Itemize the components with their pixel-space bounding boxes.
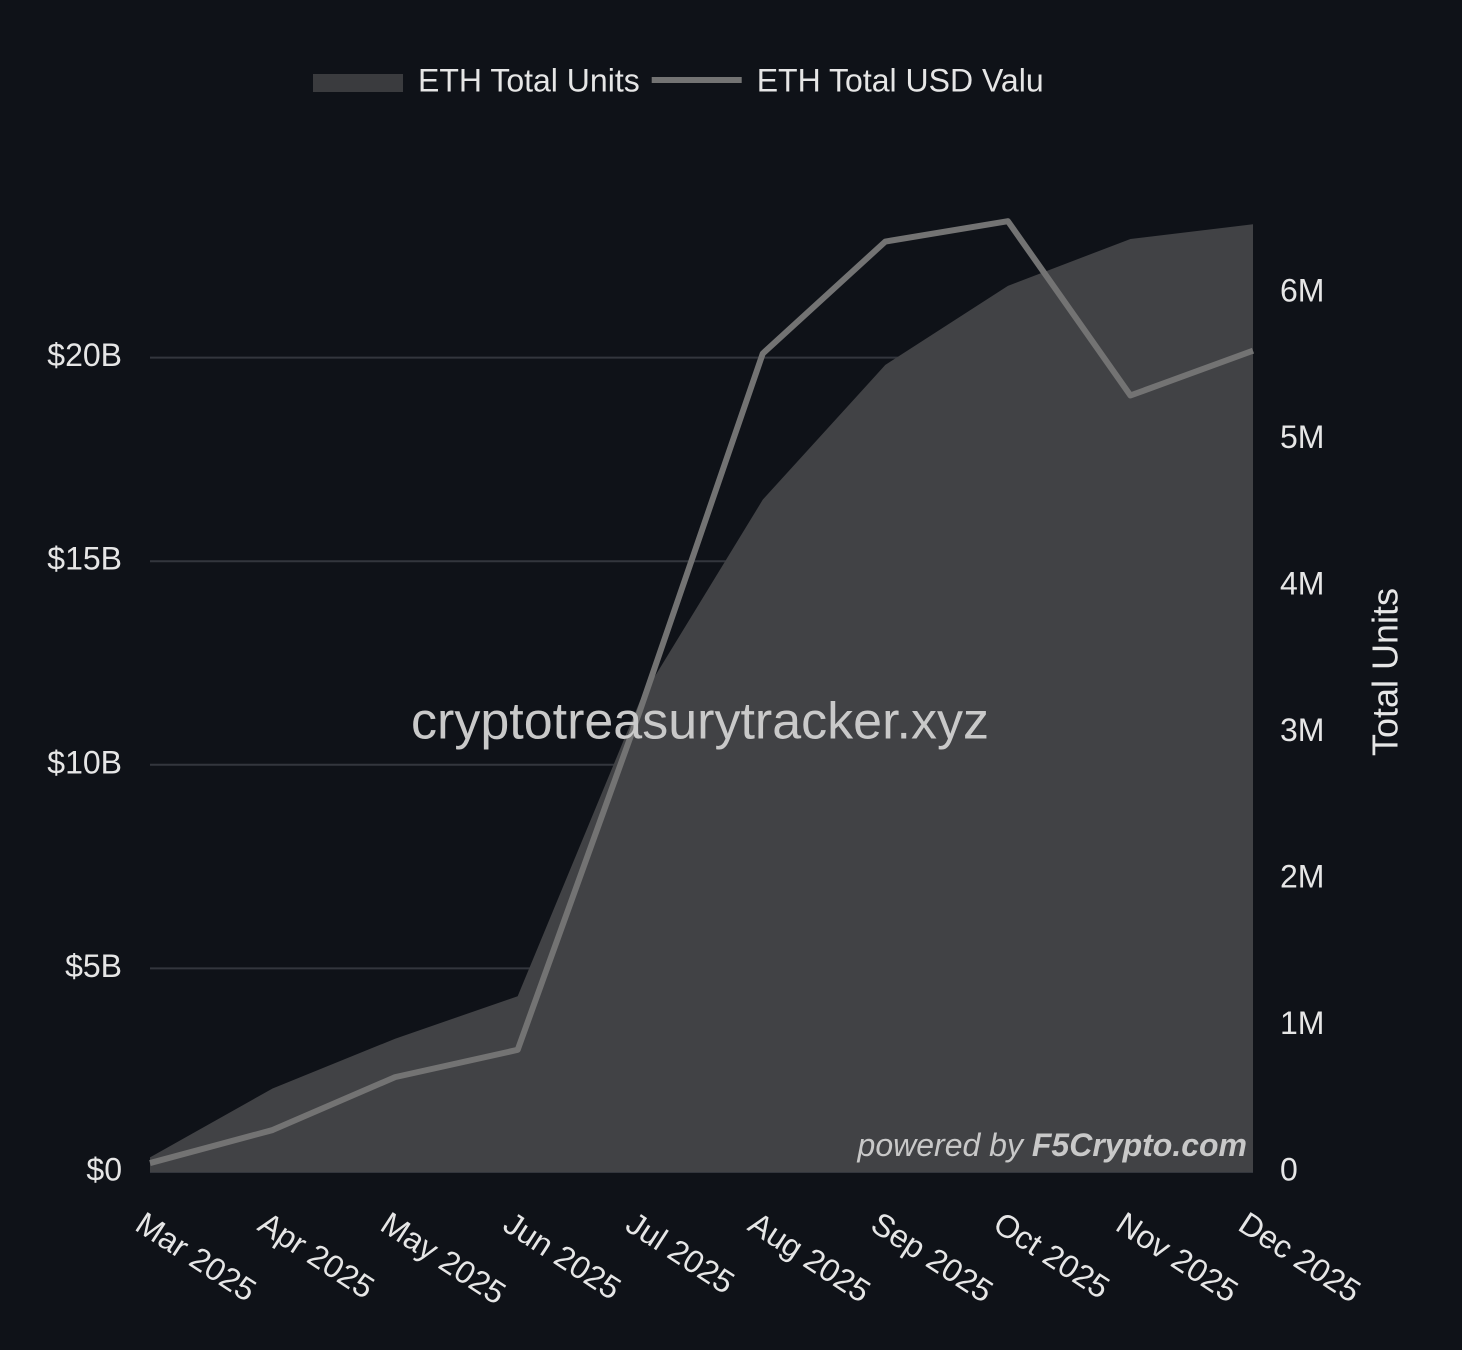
legend-label: ETH Total USD Valu: [757, 62, 1044, 98]
plot: [149, 218, 1255, 1173]
area: [150, 224, 1253, 1172]
credit-site: F5Crypto.com: [1032, 1127, 1247, 1163]
legend-item: ETH Total USD Valu: [651, 62, 1044, 98]
y2-tick-label: 2M: [1280, 859, 1324, 895]
line: [149, 218, 1255, 1166]
y-tick-label: $0: [86, 1151, 122, 1187]
y2-tick-label: 6M: [1280, 273, 1324, 309]
y2-tick-label: 0: [1280, 1151, 1298, 1187]
watermark: cryptotreasurytracker.xyz: [411, 693, 989, 751]
credit: powered by F5Crypto.com: [857, 1127, 1247, 1163]
y-tick-label: $10B: [47, 744, 122, 780]
legend-label: ETH Total Units: [418, 62, 640, 98]
y2-tick-label: 1M: [1280, 1005, 1324, 1041]
y-tick-label: $5B: [65, 948, 122, 984]
credit-prefix: powered by: [857, 1127, 1025, 1163]
y-tick-label: $20B: [47, 337, 122, 373]
legend-swatch: [313, 74, 403, 92]
y-tick-label: $15B: [47, 541, 122, 577]
y2-tick-label: 4M: [1280, 566, 1324, 602]
y2-axis-label: Total Units: [1365, 588, 1406, 756]
y2-tick-label: 3M: [1280, 712, 1324, 748]
legend-item: ETH Total Units: [313, 62, 640, 98]
y2-tick-label: 5M: [1280, 419, 1324, 455]
